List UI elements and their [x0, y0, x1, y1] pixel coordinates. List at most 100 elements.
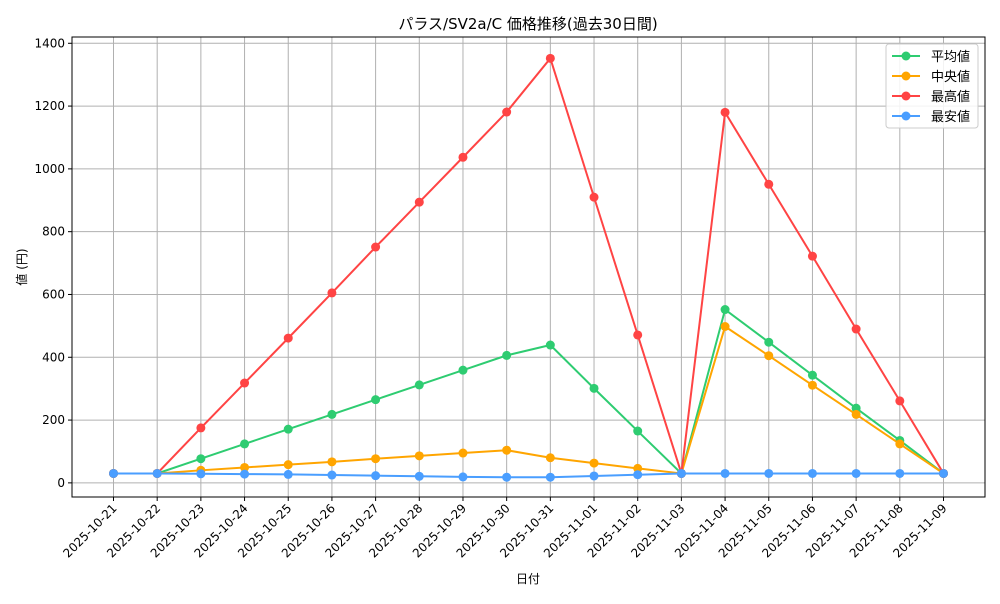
data-point: [327, 470, 337, 480]
legend-entry: 平均値: [892, 49, 970, 65]
data-point: [502, 107, 512, 117]
y-tick-label: 1000: [34, 162, 65, 176]
data-point: [545, 340, 555, 350]
legend-box: [885, 43, 979, 129]
data-point: [109, 468, 118, 478]
legend-marker: [901, 71, 911, 81]
series-1: [109, 322, 948, 478]
data-point: [895, 439, 905, 449]
legend-entry: 中央値: [892, 69, 970, 85]
data-point: [720, 322, 730, 332]
legend-label: 最安値: [931, 109, 970, 125]
data-point: [414, 197, 424, 207]
data-point: [807, 380, 817, 390]
data-point: [851, 324, 861, 334]
data-point: [240, 439, 250, 449]
data-point: [807, 251, 817, 261]
data-point: [502, 472, 512, 482]
data-point: [764, 337, 774, 347]
y-tick-label: 1200: [34, 99, 65, 113]
data-point: [196, 469, 206, 479]
data-point: [545, 453, 555, 463]
plot-frame: [71, 36, 986, 498]
data-point: [895, 396, 905, 406]
data-point: [764, 468, 774, 478]
data-point: [327, 288, 337, 298]
data-point: [851, 409, 861, 419]
data-point: [633, 426, 643, 436]
legend-label: 中央値: [931, 69, 970, 85]
data-point: [720, 107, 730, 117]
data-point: [502, 350, 512, 360]
data-point: [807, 370, 817, 380]
x-axis-label: 日付: [516, 572, 540, 586]
data-point: [414, 471, 424, 481]
data-point: [633, 463, 643, 473]
data-point: [720, 305, 730, 315]
data-point: [240, 378, 250, 388]
y-tick-label: 400: [42, 350, 65, 364]
legend-marker: [901, 51, 911, 61]
data-point: [545, 53, 555, 63]
data-point: [589, 471, 599, 481]
data-point: [371, 395, 381, 405]
series-line: [113, 324, 945, 475]
data-point: [414, 451, 424, 461]
data-point: [676, 468, 686, 478]
series-2: [109, 53, 948, 478]
data-point: [414, 380, 424, 390]
data-point: [939, 468, 948, 478]
legend-label: 最高値: [931, 89, 970, 105]
data-point: [764, 351, 774, 361]
y-tick-label: 800: [42, 225, 65, 239]
data-point: [589, 192, 599, 202]
grid: [72, 37, 985, 497]
data-point: [152, 468, 162, 478]
data-point: [633, 330, 643, 340]
series-3: [109, 468, 948, 482]
y-tick-label: 0: [57, 476, 65, 490]
data-point: [458, 365, 468, 375]
data-point: [327, 409, 337, 419]
x-axis: 2025-10-212025-10-222025-10-232025-10-24…: [60, 497, 950, 560]
data-point: [633, 470, 643, 480]
series-line: [113, 472, 944, 479]
data-point: [327, 457, 337, 467]
y-axis-label: 値 (円): [14, 248, 29, 285]
data-point: [240, 462, 250, 472]
data-point: [807, 468, 817, 478]
data-point: [283, 424, 293, 434]
data-point: [371, 471, 381, 481]
data-point: [458, 472, 468, 482]
data-point: [545, 472, 555, 482]
data-point: [589, 383, 599, 393]
data-point: [196, 454, 206, 464]
legend-entry: 最高値: [892, 89, 970, 105]
data-point: [283, 333, 293, 343]
series-group: [109, 53, 948, 482]
data-point: [283, 460, 293, 470]
data-point: [371, 242, 381, 252]
y-tick-label: 600: [42, 287, 65, 301]
data-point: [589, 458, 599, 468]
series-line: [113, 307, 945, 476]
y-axis: 0 200 400 600 800 1000 1200 1400: [34, 36, 72, 490]
data-point: [458, 448, 468, 458]
series-line: [113, 56, 945, 475]
data-point: [851, 403, 861, 413]
data-point: [240, 469, 250, 479]
legend-entry: 最安値: [892, 109, 970, 125]
y-tick-label: 1400: [34, 36, 65, 50]
chart-title: パラス/SV2a/C 価格推移(過去30日間): [398, 15, 657, 33]
data-point: [502, 445, 512, 455]
data-point: [371, 454, 381, 464]
legend-marker: [901, 91, 911, 101]
data-point: [283, 469, 293, 479]
data-point: [720, 468, 730, 478]
data-point: [764, 179, 774, 189]
data-point: [196, 423, 206, 433]
y-tick-label: 200: [42, 413, 65, 427]
legend-marker: [901, 111, 911, 121]
